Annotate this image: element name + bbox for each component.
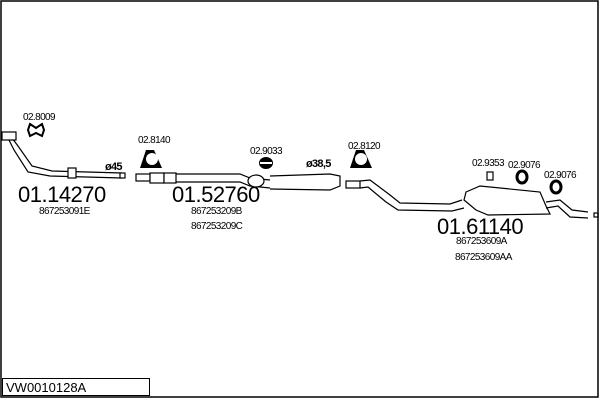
part-number: 01.14270 [18,182,106,207]
ring-icon [259,157,273,169]
accessory-ref: 02.9033 [250,146,283,157]
part-number: 01.52760 [172,182,260,207]
accessory-ref: 02.9076 [544,170,577,181]
hanger-icon [486,171,494,181]
oem-number: 867253209C [191,221,243,232]
clamp-size-label: 48 [148,155,155,162]
rubber-ring-icon [549,179,563,195]
accessory-ref: 02.8140 [138,135,171,146]
oem-number: 867253609A [456,236,507,247]
part-number: 01.61140 [437,214,524,239]
accessory-ref: 02.9076 [508,160,541,171]
clamp-icon [350,150,372,168]
oem-number: 867253091E [39,206,90,217]
accessory-ref: 02.9353 [472,158,505,169]
diagram-code: VW0010128A [2,378,150,396]
clamp-icon [140,150,162,168]
accessory-ref: 02.8120 [348,141,381,152]
diameter-label: ø38,5 [306,158,331,170]
diameter-label: ø45 [105,161,123,173]
rear-silencer [345,179,599,219]
oem-number: 867253209B [191,206,242,217]
accessory-ref: 02.8009 [23,112,56,123]
gasket-icon [26,122,46,138]
rubber-ring-icon [515,169,529,185]
oem-number: 867253609AA [455,252,512,263]
middle-pipe [135,172,341,191]
clamp-size-label: 43 [357,155,364,162]
front-pipe [1,131,126,179]
